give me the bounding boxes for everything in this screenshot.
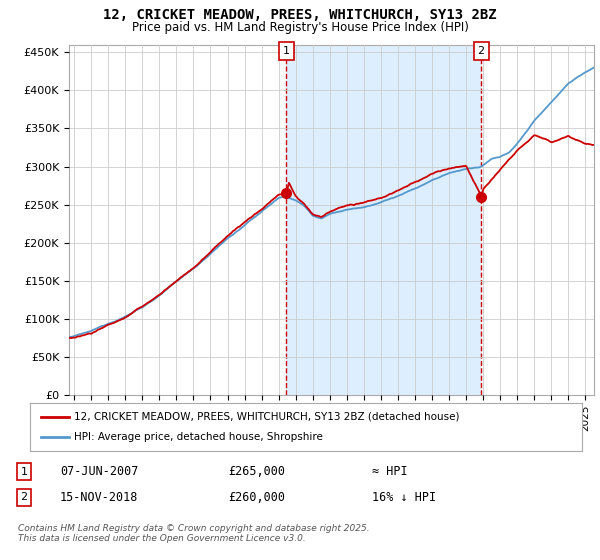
Text: HPI: Average price, detached house, Shropshire: HPI: Average price, detached house, Shro… (74, 432, 323, 442)
Text: 07-JUN-2007: 07-JUN-2007 (60, 465, 139, 478)
Text: 1: 1 (20, 466, 28, 477)
Text: £260,000: £260,000 (228, 491, 285, 504)
Text: 12, CRICKET MEADOW, PREES, WHITCHURCH, SY13 2BZ (detached house): 12, CRICKET MEADOW, PREES, WHITCHURCH, S… (74, 412, 460, 422)
Text: Contains HM Land Registry data © Crown copyright and database right 2025.
This d: Contains HM Land Registry data © Crown c… (18, 524, 370, 543)
Text: 1: 1 (283, 46, 290, 56)
Text: £265,000: £265,000 (228, 465, 285, 478)
Text: 2: 2 (20, 492, 28, 502)
Text: ≈ HPI: ≈ HPI (372, 465, 407, 478)
Text: 16% ↓ HPI: 16% ↓ HPI (372, 491, 436, 504)
Bar (286, 45, 481, 395)
Text: Price paid vs. HM Land Registry's House Price Index (HPI): Price paid vs. HM Land Registry's House … (131, 21, 469, 34)
Text: 12, CRICKET MEADOW, PREES, WHITCHURCH, SY13 2BZ: 12, CRICKET MEADOW, PREES, WHITCHURCH, S… (103, 8, 497, 22)
Text: 15-NOV-2018: 15-NOV-2018 (60, 491, 139, 504)
Text: 2: 2 (478, 46, 485, 56)
